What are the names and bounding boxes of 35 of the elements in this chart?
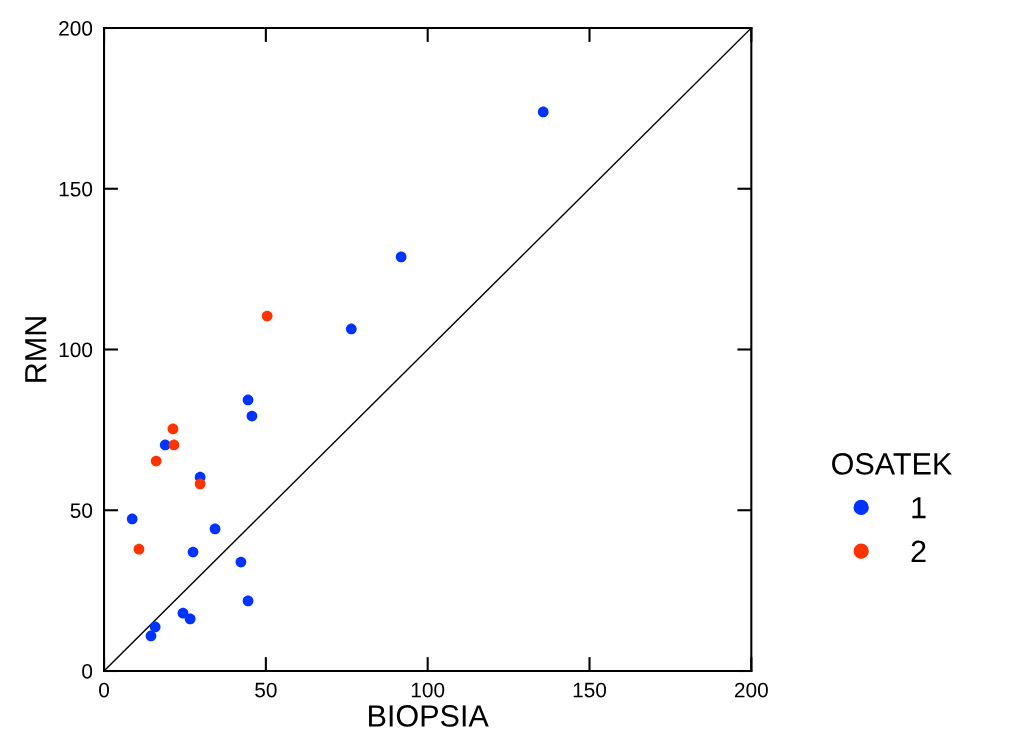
y-tick-label: 50 [70, 503, 93, 519]
point [187, 546, 199, 558]
point [242, 595, 254, 607]
point [395, 251, 407, 263]
y-tick-label: 200 [59, 21, 93, 36]
point [133, 543, 145, 555]
x-tick-label: 200 [735, 682, 768, 698]
y-axis-title: RMN [25, 317, 47, 382]
y-tick-label: 0 [82, 664, 93, 679]
point [537, 106, 549, 118]
point [184, 613, 196, 625]
point [126, 513, 138, 525]
x-tick-label: 100 [411, 682, 445, 698]
legend-label: 2 [911, 540, 926, 562]
point [167, 423, 179, 435]
y-tick-label: 150 [59, 181, 93, 197]
point [235, 556, 247, 568]
point [168, 439, 180, 451]
point [150, 455, 162, 467]
point [209, 523, 221, 535]
x-axis-title: BIOPSIA [369, 705, 489, 727]
point [149, 621, 161, 633]
point [345, 323, 357, 335]
x-tick-label: 0 [99, 682, 110, 698]
y-tick-label: 100 [59, 342, 93, 358]
legend-title: OSATEK [832, 453, 952, 475]
x-tick-label: 50 [255, 682, 277, 698]
point [145, 630, 157, 642]
legend-label: 1 [912, 497, 926, 519]
point [246, 410, 258, 422]
point [177, 607, 189, 619]
point [261, 310, 273, 322]
point [242, 394, 254, 406]
point [194, 478, 206, 490]
x-tick-label: 150 [573, 682, 607, 698]
